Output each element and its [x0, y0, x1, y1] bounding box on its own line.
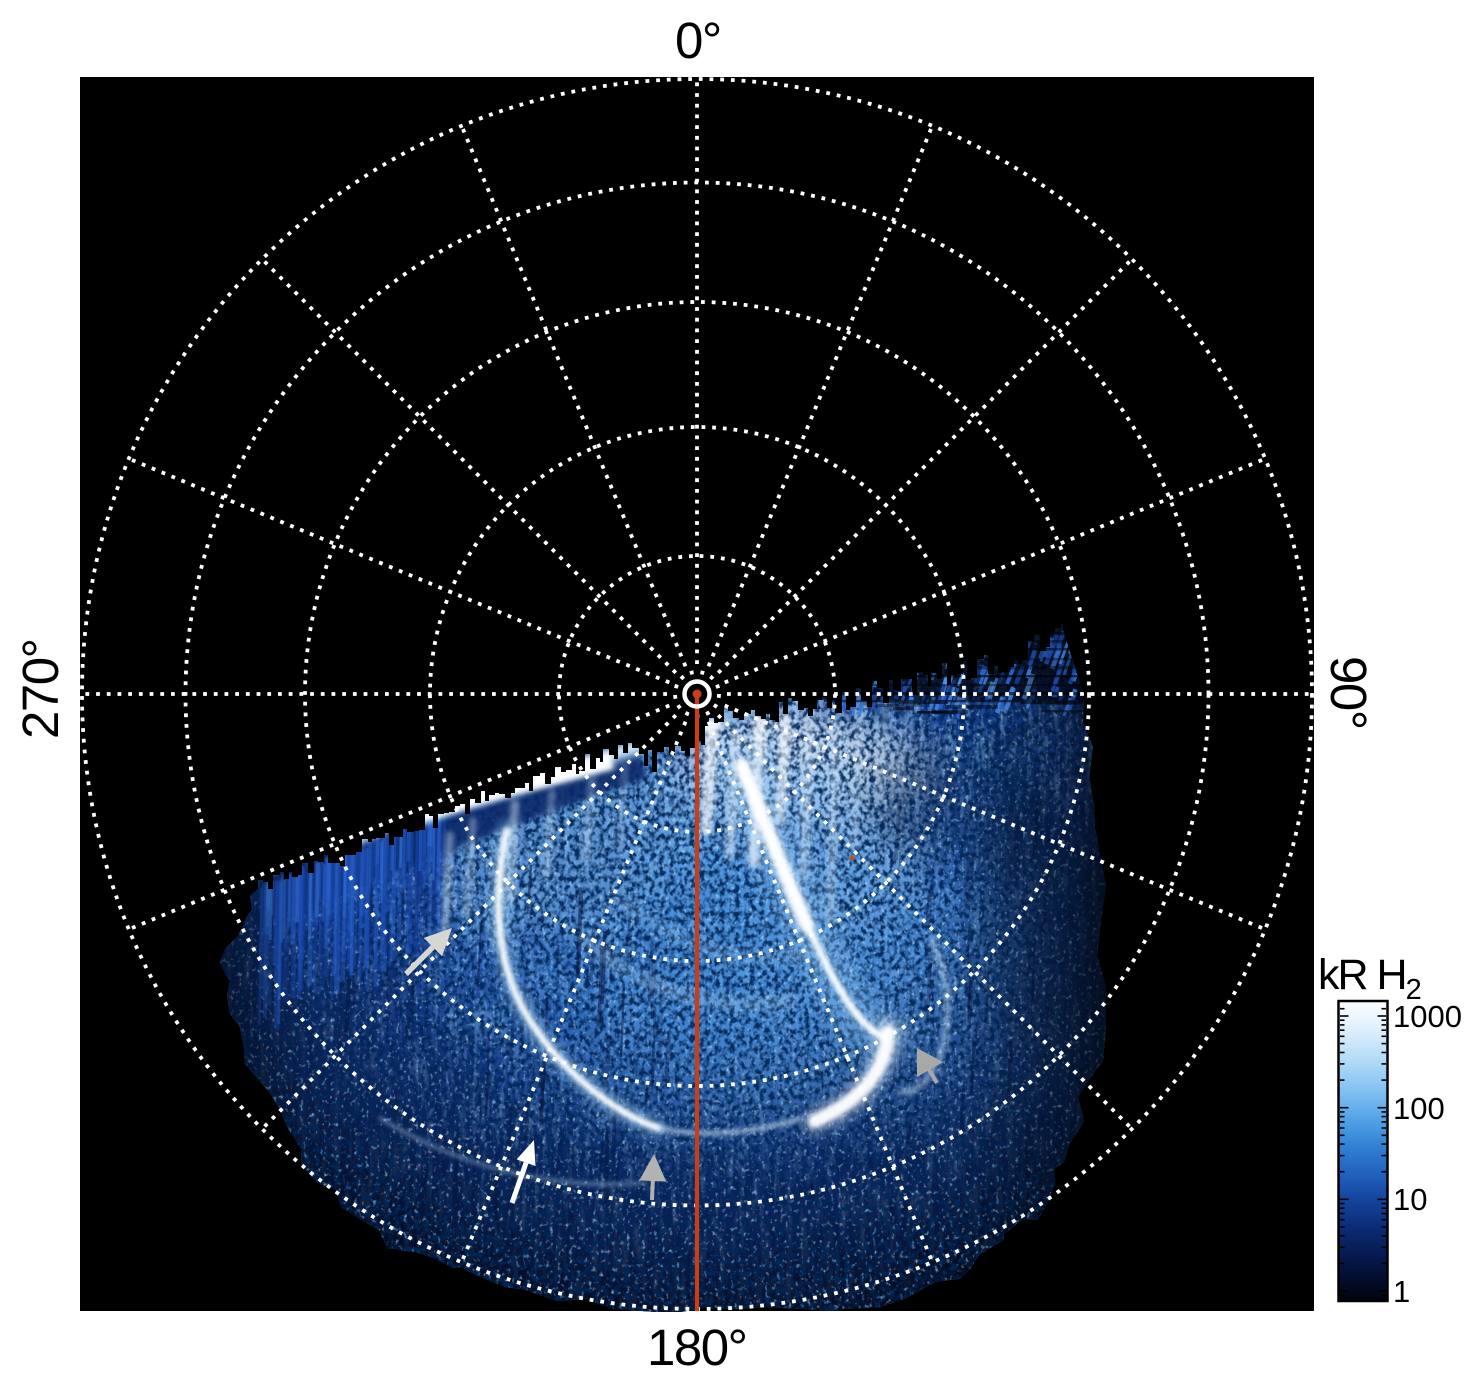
svg-text:90°: 90° [1320, 656, 1377, 729]
svg-text:270°: 270° [12, 640, 69, 740]
svg-text:100: 100 [1393, 1091, 1445, 1126]
svg-text:10: 10 [1393, 1182, 1427, 1217]
svg-text:1000: 1000 [1393, 999, 1462, 1034]
svg-text:1: 1 [1393, 1274, 1410, 1309]
svg-text:0°: 0° [675, 12, 721, 69]
svg-text:kR H2: kR H2 [1318, 951, 1421, 1006]
svg-text:180°: 180° [647, 1319, 747, 1376]
